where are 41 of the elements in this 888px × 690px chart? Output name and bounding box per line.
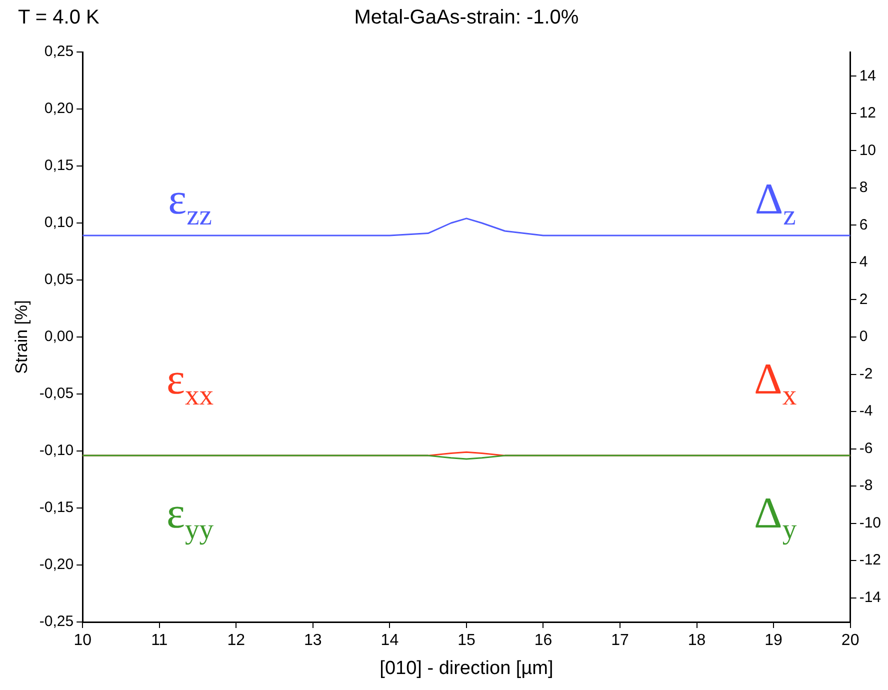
y2-tick-label: 8 — [859, 179, 868, 196]
y-tick-label: 0,00 — [44, 328, 74, 346]
y2-tick-label: 2 — [859, 290, 868, 308]
x-tick-label: 20 — [841, 632, 860, 650]
x-tick-label: 15 — [458, 632, 476, 650]
x-tick-label: 12 — [227, 632, 246, 650]
x-tick-label: 16 — [534, 632, 552, 650]
y2-tick-label: 12 — [859, 104, 876, 122]
y2-tick-label: -10 — [859, 514, 882, 532]
y-tick-label: -0,25 — [39, 613, 74, 630]
x-tick-label: 11 — [151, 632, 168, 650]
y2-tick-label: 10 — [859, 142, 876, 159]
y2-tick-label: -2 — [859, 365, 873, 382]
y2-tick-label: -6 — [859, 440, 873, 457]
x-axis-title: [010] - direction [µm] — [380, 658, 554, 679]
y2-tick-label: -12 — [859, 552, 882, 569]
x-tick-label: 18 — [688, 632, 706, 650]
x-tick-label: 13 — [304, 632, 322, 650]
y-tick-label: -0,20 — [39, 556, 74, 574]
text: T = 4.0 K — [18, 6, 100, 29]
y2-tick-label: -8 — [859, 477, 873, 494]
y2-tick-label: 14 — [859, 67, 876, 84]
y-tick-label: 0,05 — [44, 271, 74, 288]
y-tick-label: -0,15 — [39, 499, 74, 516]
x-tick-label: 10 — [74, 632, 92, 650]
y2-tick-label: 4 — [859, 254, 868, 271]
y2-tick-label: 0 — [859, 328, 868, 346]
chart-title: Metal-GaAs-strain: -1.0% — [354, 6, 579, 29]
y2-tick-label: -14 — [859, 588, 882, 606]
y-axis-title: Strain [%] — [12, 300, 31, 374]
y2-tick-label: 6 — [859, 216, 868, 234]
y-tick-label: 0,20 — [44, 100, 74, 118]
y-tick-label: 0,25 — [44, 43, 74, 60]
y-tick-label: 0,10 — [44, 214, 74, 232]
x-tick-label: 19 — [764, 632, 783, 650]
y-tick-label: -0,05 — [39, 385, 74, 402]
y2-tick-label: -4 — [859, 402, 873, 420]
x-tick-label: 14 — [380, 632, 399, 650]
y-tick-label: 0,15 — [44, 157, 74, 174]
y-tick-label: -0,10 — [39, 442, 74, 460]
x-tick-label: 17 — [611, 632, 629, 650]
